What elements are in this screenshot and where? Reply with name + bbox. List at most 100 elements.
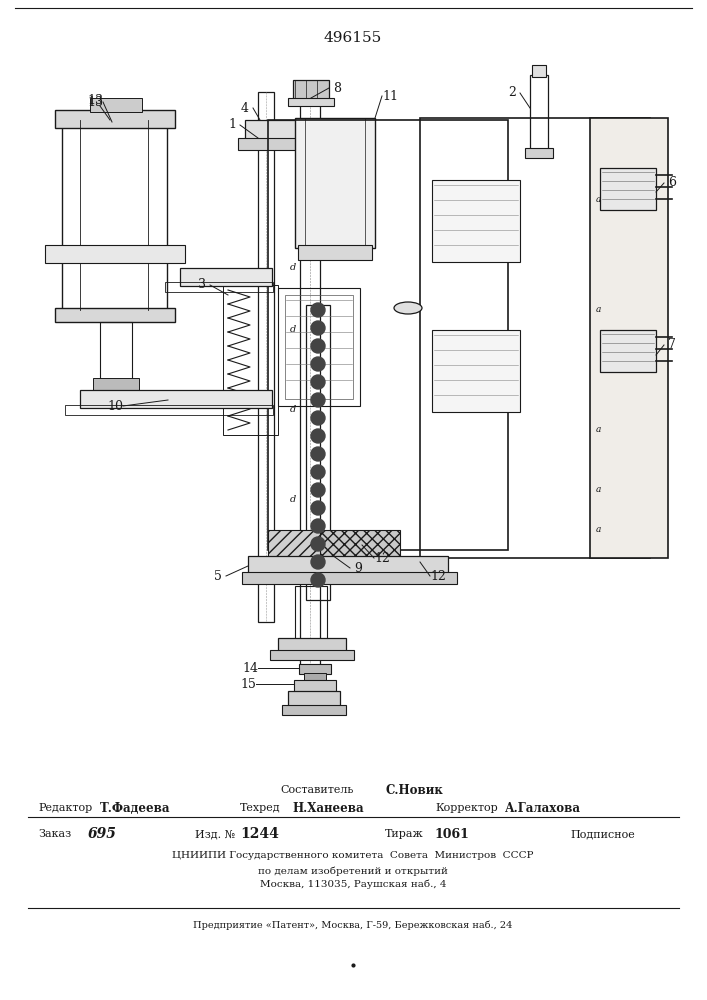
Bar (530, 75, 548, 150)
Bar (299, 664, 331, 674)
Circle shape (311, 303, 325, 317)
Text: С.Новик: С.Новик (385, 784, 443, 796)
Bar (294, 680, 336, 692)
Circle shape (311, 321, 325, 335)
Bar (304, 673, 326, 681)
Bar (180, 268, 272, 286)
Bar (80, 390, 272, 408)
Text: d: d (290, 326, 296, 334)
Text: Техред: Техред (240, 803, 281, 813)
Text: 14: 14 (242, 662, 258, 674)
Text: 1: 1 (228, 118, 236, 131)
Bar (600, 168, 656, 210)
Circle shape (311, 465, 325, 479)
Bar (223, 285, 278, 435)
Bar (525, 148, 553, 158)
Bar (420, 118, 650, 558)
Text: Редактор: Редактор (38, 803, 92, 813)
Text: 2: 2 (508, 87, 516, 100)
Bar (288, 691, 340, 707)
Circle shape (311, 339, 325, 353)
Ellipse shape (394, 302, 422, 314)
Text: d: d (290, 495, 296, 504)
Text: 1061: 1061 (435, 828, 470, 840)
Text: 12: 12 (430, 570, 446, 582)
Text: Корректор: Корректор (435, 803, 498, 813)
Circle shape (311, 555, 325, 569)
Bar (45, 245, 185, 263)
Bar (282, 705, 346, 715)
Circle shape (311, 411, 325, 425)
Text: 6: 6 (668, 176, 676, 190)
Bar (432, 330, 520, 412)
Text: a: a (595, 426, 601, 434)
Text: Составитель: Составитель (280, 785, 354, 795)
Bar (62, 120, 167, 310)
Bar (306, 305, 330, 600)
Bar (165, 282, 273, 292)
Text: Заказ: Заказ (38, 829, 71, 839)
Text: d: d (290, 406, 296, 414)
Bar (295, 118, 375, 248)
Text: 13: 13 (87, 96, 103, 108)
Bar (268, 120, 508, 550)
Text: 13: 13 (87, 94, 103, 106)
Text: a: a (595, 526, 601, 534)
Text: 15: 15 (240, 678, 256, 690)
Bar (288, 98, 334, 106)
Text: Москва, 113035, Раушская наб., 4: Москва, 113035, Раушская наб., 4 (259, 879, 446, 889)
Text: Тираж: Тираж (385, 829, 423, 839)
Bar (293, 80, 329, 100)
Circle shape (311, 357, 325, 371)
Text: a: a (595, 486, 601, 494)
Text: Предприятие «Патент», Москва, Г-59, Бережковская наб., 24: Предприятие «Патент», Москва, Г-59, Бере… (193, 920, 513, 930)
Text: a: a (595, 196, 601, 205)
Circle shape (311, 483, 325, 497)
Bar (268, 530, 320, 582)
Bar (238, 138, 374, 150)
Bar (100, 322, 132, 380)
Bar (65, 405, 273, 415)
Text: 8: 8 (333, 82, 341, 95)
Bar (590, 118, 668, 558)
Bar (55, 110, 175, 128)
Text: Изд. №: Изд. № (195, 829, 235, 839)
Text: 3: 3 (198, 278, 206, 292)
Text: Н.Ханеева: Н.Ханеева (292, 802, 363, 814)
Text: a: a (595, 306, 601, 314)
Text: 4: 4 (241, 102, 249, 114)
Text: 7: 7 (668, 338, 676, 352)
Circle shape (311, 573, 325, 587)
Circle shape (311, 501, 325, 515)
Bar (590, 118, 668, 558)
Bar (432, 180, 520, 262)
Bar (55, 308, 175, 322)
Circle shape (311, 393, 325, 407)
Text: 1244: 1244 (240, 827, 279, 841)
Text: по делам изобретений и открытий: по делам изобретений и открытий (258, 866, 448, 876)
Text: 11: 11 (382, 90, 398, 103)
Bar (93, 378, 139, 392)
Bar (242, 572, 457, 584)
Text: 9: 9 (354, 562, 362, 574)
Circle shape (311, 375, 325, 389)
Bar (285, 295, 353, 399)
Bar (270, 650, 354, 660)
Bar (600, 330, 656, 372)
Text: Подписное: Подписное (570, 829, 635, 839)
Circle shape (311, 519, 325, 533)
Text: 10: 10 (107, 399, 123, 412)
Text: 496155: 496155 (324, 31, 382, 45)
Text: А.Галахова: А.Галахова (505, 802, 581, 814)
Circle shape (311, 429, 325, 443)
Text: 5: 5 (214, 570, 222, 582)
Text: 12: 12 (374, 552, 390, 564)
Bar (278, 288, 360, 406)
Bar (320, 530, 400, 582)
Bar (258, 92, 274, 622)
Bar (532, 65, 546, 77)
Bar (300, 92, 320, 672)
Text: d: d (290, 263, 296, 272)
Bar (295, 586, 327, 641)
Text: Т.Фадеева: Т.Фадеева (100, 802, 170, 814)
